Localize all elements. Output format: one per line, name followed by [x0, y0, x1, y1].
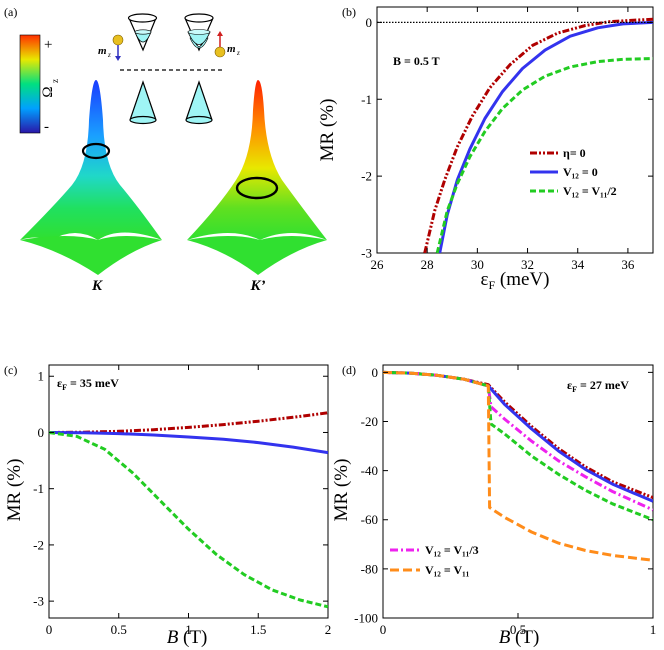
panel-d-plot: [383, 370, 653, 562]
panel-a-label: (a): [4, 5, 17, 19]
fermi-surface-ring: [235, 176, 279, 200]
panel-b-frame: [376, 6, 654, 254]
panel-d-legend: V₁₂ = V₁₁/3 V₁₂ = V₁₁: [390, 543, 479, 577]
x-tick-label: 2: [325, 622, 332, 637]
x-tick-label: 30: [471, 257, 484, 272]
colorbar: + - Ω z: [19, 34, 60, 135]
berry-cone-Kp: K’: [187, 80, 327, 294]
series-line-c-2: [49, 431, 328, 609]
x-tick-label: 36: [621, 257, 635, 272]
panel-c-ylabel: MR (%): [4, 459, 25, 522]
x-tick-label: 32: [521, 257, 534, 272]
colorbar-plus: +: [44, 37, 52, 53]
legend-label-v12-0: V₁₂ = 0: [563, 165, 598, 179]
series-line-c-0: [49, 411, 328, 434]
y-tick-label: -1: [361, 92, 372, 107]
mz-sub-left: z: [107, 51, 111, 59]
y-tick-label: -2: [361, 169, 372, 184]
x-tick-label: 0.5: [510, 622, 526, 637]
y-tick-label: 0: [38, 425, 45, 440]
mz-label-right: m: [227, 43, 236, 55]
series-line-b-0: [423, 17, 653, 253]
panel-c-annotation: εF = 35 meV: [57, 376, 119, 392]
valley-K-label: K: [91, 278, 103, 294]
x-tick-label: 34: [571, 257, 585, 272]
panel-c-label: (c): [4, 363, 17, 377]
panel-b-ticks: 26 28 30 32 34 36 0 -1 -2 -3: [361, 7, 653, 272]
panel-b: (b) 26 28 30 32 34 36 0 -1 -2 -3 B = 0.5 T η= 0 V…: [317, 5, 654, 292]
x-tick-label: 0: [46, 622, 53, 637]
y-tick-label: -2: [33, 537, 44, 552]
band-diagram-left: m z: [98, 13, 158, 125]
panel-c-xlabel: B (T): [167, 627, 208, 648]
mz-sub-right: z: [236, 49, 240, 57]
colorbar-gradient: [19, 34, 41, 134]
colorbar-subscript: z: [50, 79, 60, 83]
series-line-d-0: [383, 370, 653, 499]
spin-up-arrow-icon: [217, 31, 223, 36]
y-tick-label: 0: [366, 15, 373, 30]
colorbar-symbol: Ω: [40, 86, 56, 97]
panel-d-annotation: εF = 27 meV: [567, 378, 629, 394]
valley-Kp-label: K’: [250, 278, 266, 294]
band-diagram-right: m z: [184, 13, 240, 125]
y-tick-label: 1: [38, 369, 45, 384]
mz-label-left: m: [98, 45, 107, 57]
panel-b-annotation: B = 0.5 T: [393, 54, 440, 68]
y-tick-label: -1: [33, 481, 44, 496]
panel-c-frame: [48, 364, 329, 619]
series-line-d-2: [383, 370, 653, 512]
x-tick-label: 1.5: [250, 622, 266, 637]
berry-cone-K: K: [20, 80, 162, 294]
panel-b-ylabel: MR (%): [317, 99, 338, 162]
y-tick-label: -60: [361, 512, 378, 527]
panel-c-ticks: 0 0.5 1 1.5 2 1 0 -1 -2 -3: [33, 365, 331, 637]
series-line-c-1: [49, 431, 328, 455]
panel-d-xlabel: B (T): [499, 627, 540, 648]
y-tick-label: -3: [361, 246, 372, 261]
panel-d-label: (d): [342, 363, 356, 377]
panel-d: (d) 0 0.5 1 0 -20 -40 -60 -80 -100 εF = 27 meV V…: [331, 363, 656, 648]
y-tick-label: -3: [33, 594, 44, 609]
legend-label-v12-full: V₁₂ = V₁₁: [425, 563, 470, 577]
y-tick-label: 0: [372, 365, 379, 380]
x-tick-label: 0.5: [111, 622, 127, 637]
panel-b-label: (b): [342, 5, 356, 19]
panel-a: (a) + - Ω z m z: [4, 5, 327, 294]
y-tick-label: -80: [361, 561, 378, 576]
y-tick-label: -40: [361, 463, 378, 478]
panel-c-plot: [49, 411, 328, 609]
panel-d-ylabel: MR (%): [331, 459, 352, 522]
x-tick-label: 26: [371, 257, 385, 272]
panel-b-plot: [377, 17, 653, 253]
spin-ball-icon: [214, 46, 226, 58]
x-tick-label: 1: [185, 622, 192, 637]
series-line-b-2: [435, 57, 653, 253]
legend-label-v12-third: V₁₂ = V₁₁/3: [425, 543, 479, 557]
legend-label-eta0: η= 0: [563, 146, 586, 160]
panel-d-ticks: 0 0.5 1 0 -20 -40 -60 -80 -100: [354, 365, 656, 637]
x-tick-label: 1: [650, 622, 657, 637]
spin-down-arrow-icon: [115, 56, 121, 61]
spin-ball-icon: [112, 34, 124, 46]
x-tick-label: 0: [380, 622, 387, 637]
y-tick-label: -100: [354, 611, 378, 626]
y-tick-label: -20: [361, 414, 378, 429]
series-line-d-3: [383, 370, 653, 522]
x-tick-label: 28: [421, 257, 434, 272]
panel-b-xlabel: εF (meV): [480, 269, 549, 292]
series-line-d-4: [383, 370, 653, 562]
panel-b-legend: η= 0 V₁₂ = 0 V₁₂ = V₁₁/2: [530, 146, 617, 198]
colorbar-minus: -: [44, 119, 49, 135]
legend-label-v12-half: V₁₂ = V₁₁/2: [563, 184, 617, 198]
panel-c: (c) 0 0.5 1 1.5 2 1 0 -1 -2 -3 εF = 35 meV MR (%)…: [4, 363, 331, 648]
series-line-b-1: [438, 20, 653, 253]
fermi-surface-ring: [81, 142, 111, 160]
